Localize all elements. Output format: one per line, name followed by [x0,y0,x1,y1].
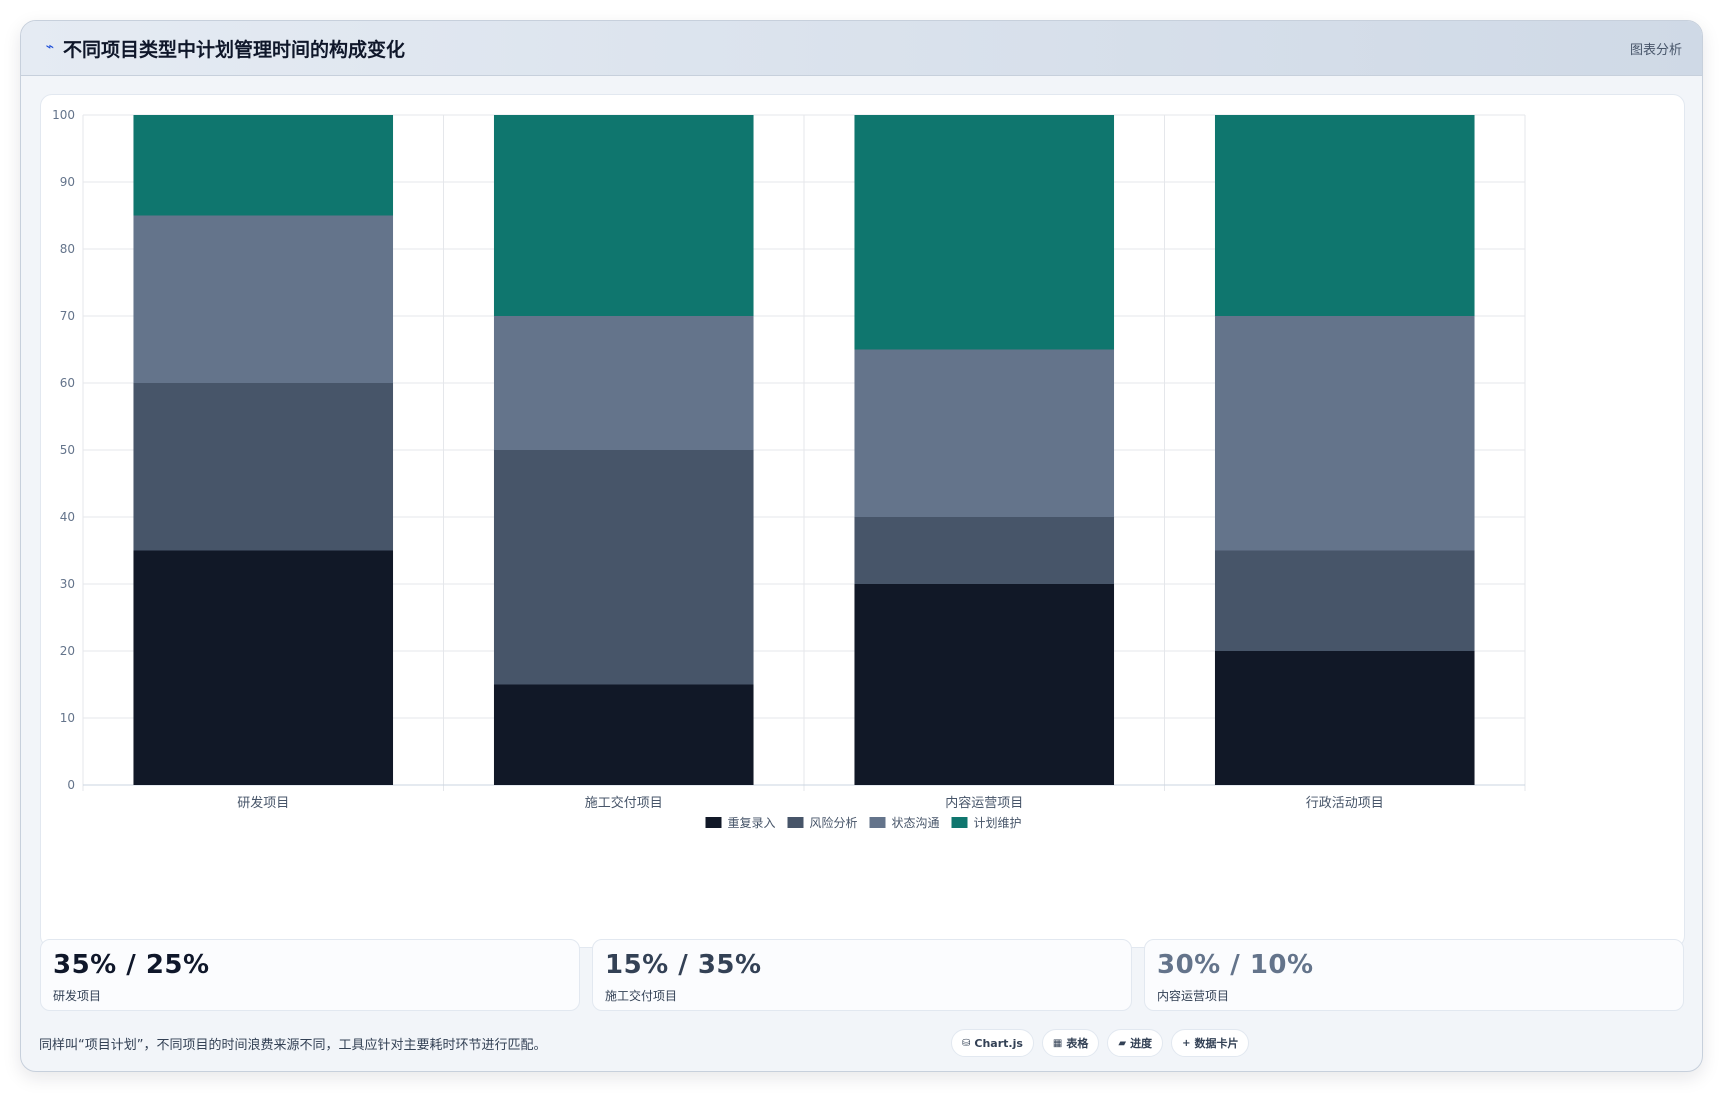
feature-chips: ⛁ Chart.js ▦ 表格 ▰ 进度 + 数据卡片 [951,1029,1250,1057]
stat-value: 30% / 10% [1157,950,1314,980]
x-tick-label: 行政活动项目 [1306,796,1384,811]
bar-segment [1214,115,1475,316]
legend-label: 计划维护 [974,816,1022,830]
chip-progress[interactable]: ▰ 进度 [1107,1029,1164,1057]
stat-card-0: 35% / 25% 研发项目 [40,939,580,1011]
y-tick-label: 60 [60,376,75,390]
y-tick-label: 90 [60,175,75,189]
stat-card-1: 15% / 35% 施工交付项目 [592,939,1132,1011]
legend-swatch [869,817,886,828]
y-tick-label: 10 [60,711,75,725]
legend-swatch [951,817,968,828]
chip-label: Chart.js [974,1036,1023,1050]
chart-icon: ⛁ [962,1037,971,1049]
trend-line-icon: ⌁ [45,39,55,55]
chip-label: 表格 [1066,1037,1089,1050]
bar-segment [1214,550,1475,651]
bar-segment [133,383,394,551]
stat-label: 内容运营项目 [1157,989,1230,1003]
y-tick-label: 20 [60,644,75,658]
y-tick-label: 0 [67,778,75,792]
bar-segment [493,316,754,450]
stat-value: 15% / 35% [605,950,762,980]
legend-label: 状态沟通 [892,816,940,830]
bar-segment [854,584,1115,785]
chip-chartjs[interactable]: ⛁ Chart.js [951,1029,1034,1057]
chip-table[interactable]: ▦ 表格 [1041,1029,1100,1057]
bar-segment [493,450,754,685]
bar-segment [1214,316,1475,551]
chip-label: 数据卡片 [1194,1037,1239,1050]
stat-card-2: 30% / 10% 内容运营项目 [1144,939,1684,1011]
footnote: 同样叫“项目计划”，不同项目的时间浪费来源不同，工具应针对主要耗时环节进行匹配。 [39,1038,547,1053]
chart-card: ⌁ 不同项目类型中计划管理时间的构成变化 图表分析 0 10 20 30 40 50 60 7… [20,20,1703,1072]
bar-segment [1214,651,1475,785]
y-tick-label: 40 [60,510,75,524]
progress-icon: ▰ [1118,1037,1127,1049]
y-tick-label: 80 [60,242,75,256]
stacked-bar-chart: 0 10 20 30 40 50 60 70 80 90 100 研发项目 施工交付项目 内容运营项目 行政… [52,108,1526,830]
legend-swatch [705,817,722,828]
bar-segment [854,115,1115,350]
legend-swatch [787,817,804,828]
y-tick-label: 100 [52,108,75,122]
chart-title: 不同项目类型中计划管理时间的构成变化 [63,39,406,61]
bar-segment [133,115,394,216]
chip-data-card[interactable]: + 数据卡片 [1171,1029,1250,1057]
stat-value: 35% / 25% [53,950,210,980]
bar-segment [493,684,754,785]
y-tick-label: 50 [60,443,75,457]
chart-analysis-link[interactable]: 图表分析 [1629,43,1682,58]
chip-label: 进度 [1130,1037,1153,1050]
x-tick-label: 施工交付项目 [585,795,663,811]
bar-segment [133,550,394,785]
bar-segment [854,349,1115,517]
table-icon: ▦ [1052,1037,1063,1049]
stat-label: 研发项目 [53,989,102,1003]
legend-label: 风险分析 [810,815,858,830]
x-tick-label: 内容运营项目 [945,795,1023,811]
chart-panel: 0 10 20 30 40 50 60 70 80 90 100 研发项目 施工交付项目 内容运营项目 行政… [40,94,1685,948]
plus-icon: + [1182,1037,1191,1049]
y-tick-label: 30 [60,577,75,591]
legend-label: 重复录入 [728,816,776,830]
bar-segment [133,215,394,383]
y-tick-label: 70 [60,309,75,323]
stat-label: 施工交付项目 [605,989,678,1003]
bar-segment [854,517,1115,584]
card-header: ⌁ 不同项目类型中计划管理时间的构成变化 图表分析 [21,21,1702,76]
bar-segment [493,115,754,316]
x-tick-label: 研发项目 [237,795,289,811]
